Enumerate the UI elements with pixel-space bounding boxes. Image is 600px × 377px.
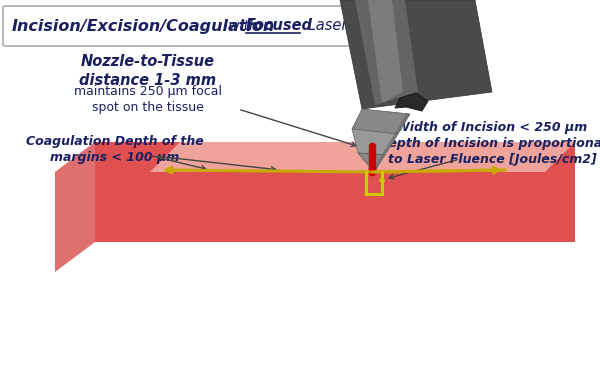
Polygon shape (55, 142, 95, 272)
Polygon shape (352, 109, 410, 134)
Polygon shape (358, 153, 385, 172)
FancyBboxPatch shape (3, 6, 442, 46)
Text: Incision/Excision/Coagulation: Incision/Excision/Coagulation (12, 18, 275, 34)
Polygon shape (355, 0, 418, 105)
Text: Nozzle-to-Tissue
distance 1-3 mm: Nozzle-to-Tissue distance 1-3 mm (79, 54, 217, 88)
Polygon shape (368, 0, 403, 103)
Polygon shape (352, 129, 398, 155)
Polygon shape (95, 142, 575, 242)
Text: Width of Incision < 250 μm
Depth of Incision is proportional
to Laser Fluence [J: Width of Incision < 250 μm Depth of Inci… (378, 121, 600, 167)
Polygon shape (395, 93, 428, 111)
Polygon shape (150, 142, 575, 172)
Polygon shape (340, 0, 492, 109)
Text: maintains 250 μm focal
spot on the tissue: maintains 250 μm focal spot on the tissu… (74, 84, 222, 113)
Text: Coagulation Depth of the
margins < 100 μm: Coagulation Depth of the margins < 100 μ… (26, 135, 204, 164)
Polygon shape (55, 142, 575, 172)
Text: with: with (224, 19, 262, 33)
Polygon shape (372, 113, 410, 172)
Text: Focused: Focused (246, 18, 313, 34)
Text: Laser Beam: Laser Beam (303, 18, 394, 34)
